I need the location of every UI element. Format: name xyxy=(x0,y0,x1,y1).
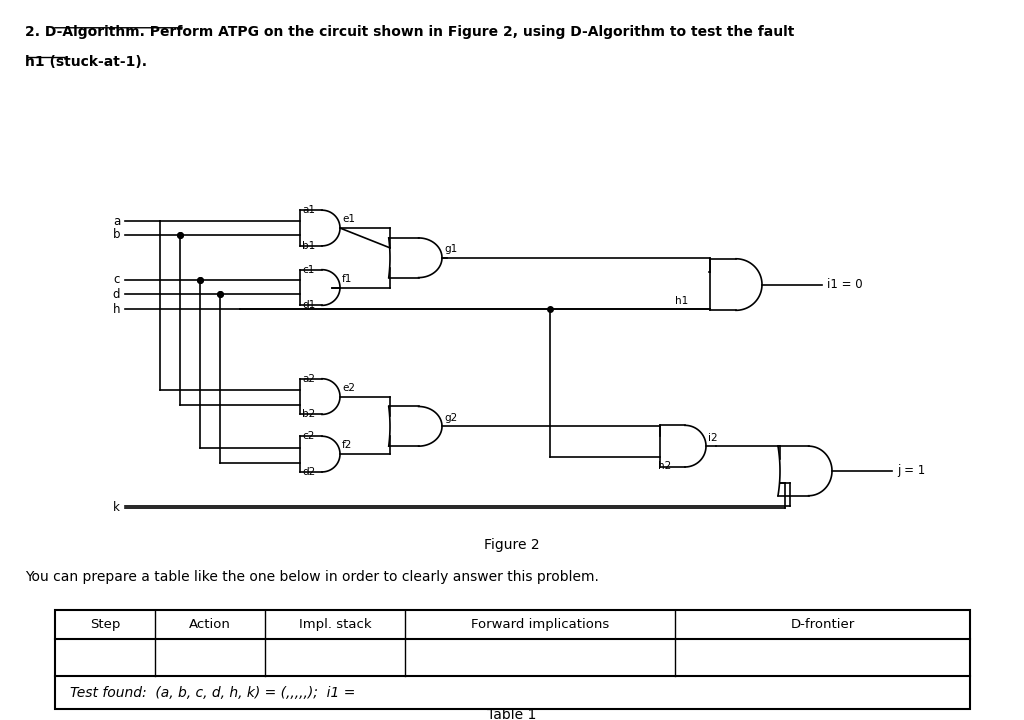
Text: d: d xyxy=(113,288,120,301)
Text: g2: g2 xyxy=(444,413,458,423)
Text: Forward implications: Forward implications xyxy=(471,618,609,631)
Text: a1: a1 xyxy=(302,205,315,215)
Text: c2: c2 xyxy=(302,431,314,441)
Text: a: a xyxy=(113,215,120,228)
Text: Test found:  (a, b, c, d, h, k) = (,,,,,);  i1 =: Test found: (a, b, c, d, h, k) = (,,,,,)… xyxy=(70,685,355,700)
Text: b2: b2 xyxy=(302,410,315,420)
Text: c1: c1 xyxy=(302,265,314,274)
Text: 2. D-Algorithm. Perform ATPG on the circuit shown in Figure 2, using D-Algorithm: 2. D-Algorithm. Perform ATPG on the circ… xyxy=(25,24,795,39)
Text: f1: f1 xyxy=(342,274,352,284)
Text: d1: d1 xyxy=(302,300,315,310)
Text: b: b xyxy=(113,228,120,241)
Text: i1 = 0: i1 = 0 xyxy=(827,278,862,291)
Text: b1: b1 xyxy=(302,241,315,251)
Text: h1: h1 xyxy=(675,297,688,306)
Text: Table 1: Table 1 xyxy=(487,708,537,720)
Text: a2: a2 xyxy=(302,374,315,384)
Text: Impl. stack: Impl. stack xyxy=(299,618,372,631)
Text: Figure 2: Figure 2 xyxy=(484,539,540,552)
Text: g1: g1 xyxy=(444,244,458,254)
Text: j = 1: j = 1 xyxy=(897,464,926,477)
Text: D-frontier: D-frontier xyxy=(791,618,855,631)
Text: Action: Action xyxy=(189,618,231,631)
Text: f2: f2 xyxy=(342,440,352,450)
Text: k: k xyxy=(113,501,120,514)
Text: You can prepare a table like the one below in order to clearly answer this probl: You can prepare a table like the one bel… xyxy=(25,570,599,584)
Text: d2: d2 xyxy=(302,467,315,477)
Text: Step: Step xyxy=(90,618,120,631)
Text: e1: e1 xyxy=(342,214,355,224)
Text: e2: e2 xyxy=(342,382,355,392)
Text: c: c xyxy=(114,273,120,286)
Text: h: h xyxy=(113,303,120,316)
Text: i2: i2 xyxy=(708,433,718,444)
Text: h1 (stuck-at-1).: h1 (stuck-at-1). xyxy=(25,55,147,68)
Text: h2: h2 xyxy=(658,461,672,471)
FancyBboxPatch shape xyxy=(55,610,970,709)
